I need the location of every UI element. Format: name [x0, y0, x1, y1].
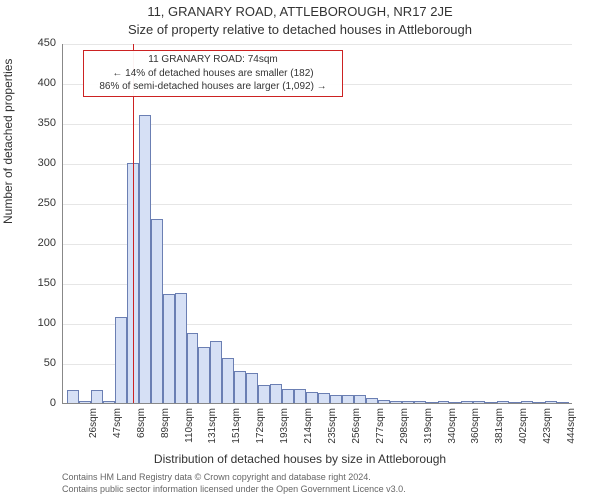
histogram-bar [79, 401, 91, 403]
y-tick-label: 350 [6, 117, 56, 129]
y-tick-label: 250 [6, 197, 56, 209]
chart-title: Size of property relative to detached ho… [0, 22, 600, 37]
histogram-bar [497, 401, 509, 403]
histogram-bar [426, 402, 438, 403]
y-tick-label: 150 [6, 277, 56, 289]
histogram-bars [63, 44, 572, 403]
histogram-bar [270, 384, 282, 403]
annotation-line-1: 11 GRANARY ROAD: 74sqm [88, 53, 338, 67]
histogram-bar [330, 395, 342, 403]
histogram-bar [354, 395, 366, 403]
histogram-bar [461, 401, 473, 403]
histogram-bar [473, 401, 485, 403]
credits-line-2: Contains public sector information licen… [62, 484, 406, 496]
histogram-bar [414, 401, 426, 403]
histogram-bar [390, 401, 402, 403]
histogram-bar [103, 401, 115, 403]
histogram-bar [402, 401, 414, 403]
histogram-bar [222, 358, 234, 403]
y-tick-label: 400 [6, 77, 56, 89]
y-tick-label: 200 [6, 237, 56, 249]
page-title-address: 11, GRANARY ROAD, ATTLEBOROUGH, NR17 2JE [0, 4, 600, 19]
histogram-bar [139, 115, 151, 403]
histogram-bar [258, 385, 270, 403]
histogram-bar [234, 371, 246, 403]
histogram-bar [198, 347, 210, 403]
property-marker-line [133, 44, 134, 403]
histogram-bar [378, 400, 390, 403]
histogram-bar [294, 389, 306, 403]
histogram-bar [485, 402, 497, 403]
annotation-box: 11 GRANARY ROAD: 74sqm ← 14% of detached… [83, 50, 343, 97]
histogram-bar [306, 392, 318, 403]
histogram-bar [187, 333, 199, 403]
histogram-bar [246, 373, 258, 403]
credits: Contains HM Land Registry data © Crown c… [62, 472, 406, 495]
histogram-bar [282, 389, 294, 403]
y-tick-label: 100 [6, 317, 56, 329]
histogram-bar [521, 401, 533, 403]
histogram-bar [91, 390, 103, 403]
histogram-bar [438, 401, 450, 403]
histogram-bar [318, 393, 330, 403]
credits-line-1: Contains HM Land Registry data © Crown c… [62, 472, 406, 484]
histogram-bar [175, 293, 187, 403]
histogram-bar [342, 395, 354, 403]
annotation-line-2: ← 14% of detached houses are smaller (18… [88, 67, 338, 81]
y-tick-label: 0 [6, 397, 56, 409]
histogram-bar [449, 402, 461, 403]
histogram-bar [115, 317, 127, 403]
x-axis-label: Distribution of detached houses by size … [0, 452, 600, 466]
histogram-bar [366, 398, 378, 403]
annotation-line-3: 86% of semi-detached houses are larger (… [88, 80, 338, 94]
chart-plot-area: 11 GRANARY ROAD: 74sqm ← 14% of detached… [62, 44, 572, 404]
histogram-bar [509, 402, 521, 403]
histogram-bar [533, 402, 545, 403]
histogram-bar [151, 219, 163, 403]
histogram-bar [163, 294, 175, 403]
histogram-bar [210, 341, 222, 403]
histogram-bar [545, 401, 557, 403]
histogram-bar [557, 402, 569, 403]
histogram-bar [67, 390, 79, 403]
y-tick-label: 300 [6, 157, 56, 169]
y-tick-label: 50 [6, 357, 56, 369]
y-tick-label: 450 [6, 37, 56, 49]
